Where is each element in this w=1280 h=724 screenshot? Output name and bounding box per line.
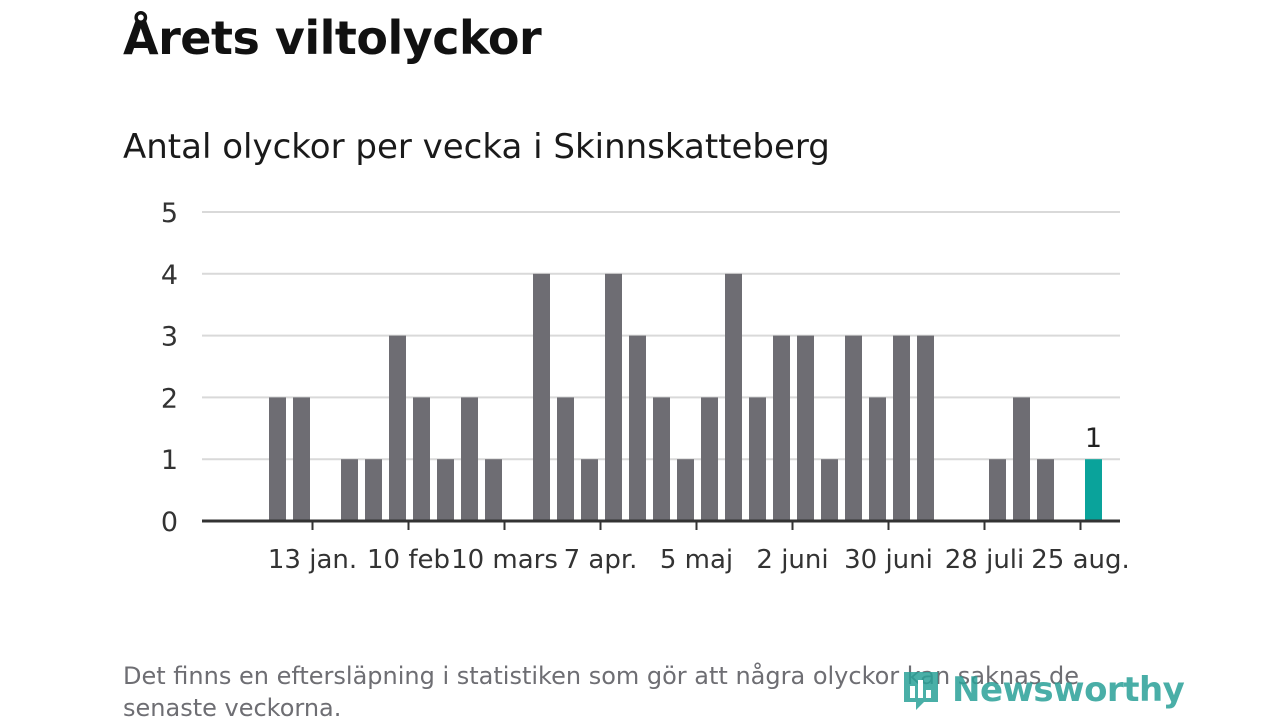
- bar: [557, 397, 574, 521]
- y-tick-label: 1: [161, 445, 178, 476]
- bar: [893, 335, 910, 521]
- y-tick-label: 3: [161, 322, 178, 353]
- x-tick-label: 2 juni: [756, 545, 828, 575]
- chart-title: Årets viltolyckor: [123, 11, 542, 65]
- bar: [725, 273, 742, 521]
- x-tick-label: 7 apr.: [564, 545, 638, 575]
- bar: [413, 397, 430, 521]
- y-tick-label: 5: [161, 198, 178, 229]
- bar: [749, 397, 766, 521]
- bar: [533, 273, 550, 521]
- bar: [869, 397, 886, 521]
- bar: [581, 459, 598, 521]
- logo-text: Newsworthy: [952, 670, 1185, 710]
- x-tick-label: 10 mars: [451, 545, 558, 575]
- bar: [389, 335, 406, 521]
- x-tick-label: 30 juni: [844, 545, 933, 575]
- bar: [773, 335, 790, 521]
- data-label: 1: [1085, 423, 1102, 454]
- highlight-bar: [1085, 459, 1102, 521]
- bar: [1013, 397, 1030, 521]
- bar: [797, 335, 814, 521]
- bar: [269, 397, 286, 521]
- x-tick-label: 10 feb: [367, 545, 450, 575]
- bar: [437, 459, 454, 521]
- bar: [365, 459, 382, 521]
- newsworthy-logo: Newsworthy: [900, 668, 1185, 712]
- bar: [605, 273, 622, 521]
- bar: [845, 335, 862, 521]
- bar: [293, 397, 310, 521]
- x-tick-label: 5 maj: [660, 545, 733, 575]
- bar: [653, 397, 670, 521]
- bar: [485, 459, 502, 521]
- bar: [701, 397, 718, 521]
- y-tick-label: 4: [161, 260, 178, 291]
- bar: [917, 335, 934, 521]
- bar-chart: 0 1 2 3 4 5 1 13 jan. 10 feb 10 mars 7 apr. 5 maj 2 …: [161, 198, 1130, 575]
- x-tick-label: 13 jan.: [268, 545, 357, 575]
- bar: [989, 459, 1006, 521]
- bar: [677, 459, 694, 521]
- bar: [1037, 459, 1054, 521]
- bar: [629, 335, 646, 521]
- chart-subtitle: Antal olyckor per vecka i Skinnskatteber…: [123, 127, 830, 167]
- y-tick-label: 0: [161, 507, 178, 538]
- x-tick-label: 25 aug.: [1031, 545, 1130, 575]
- bar: [461, 397, 478, 521]
- x-tick-label: 28 juli: [945, 545, 1025, 575]
- bar-chart-icon: [900, 668, 942, 712]
- bar: [341, 459, 358, 521]
- y-tick-label: 2: [161, 383, 178, 414]
- bar: [821, 459, 838, 521]
